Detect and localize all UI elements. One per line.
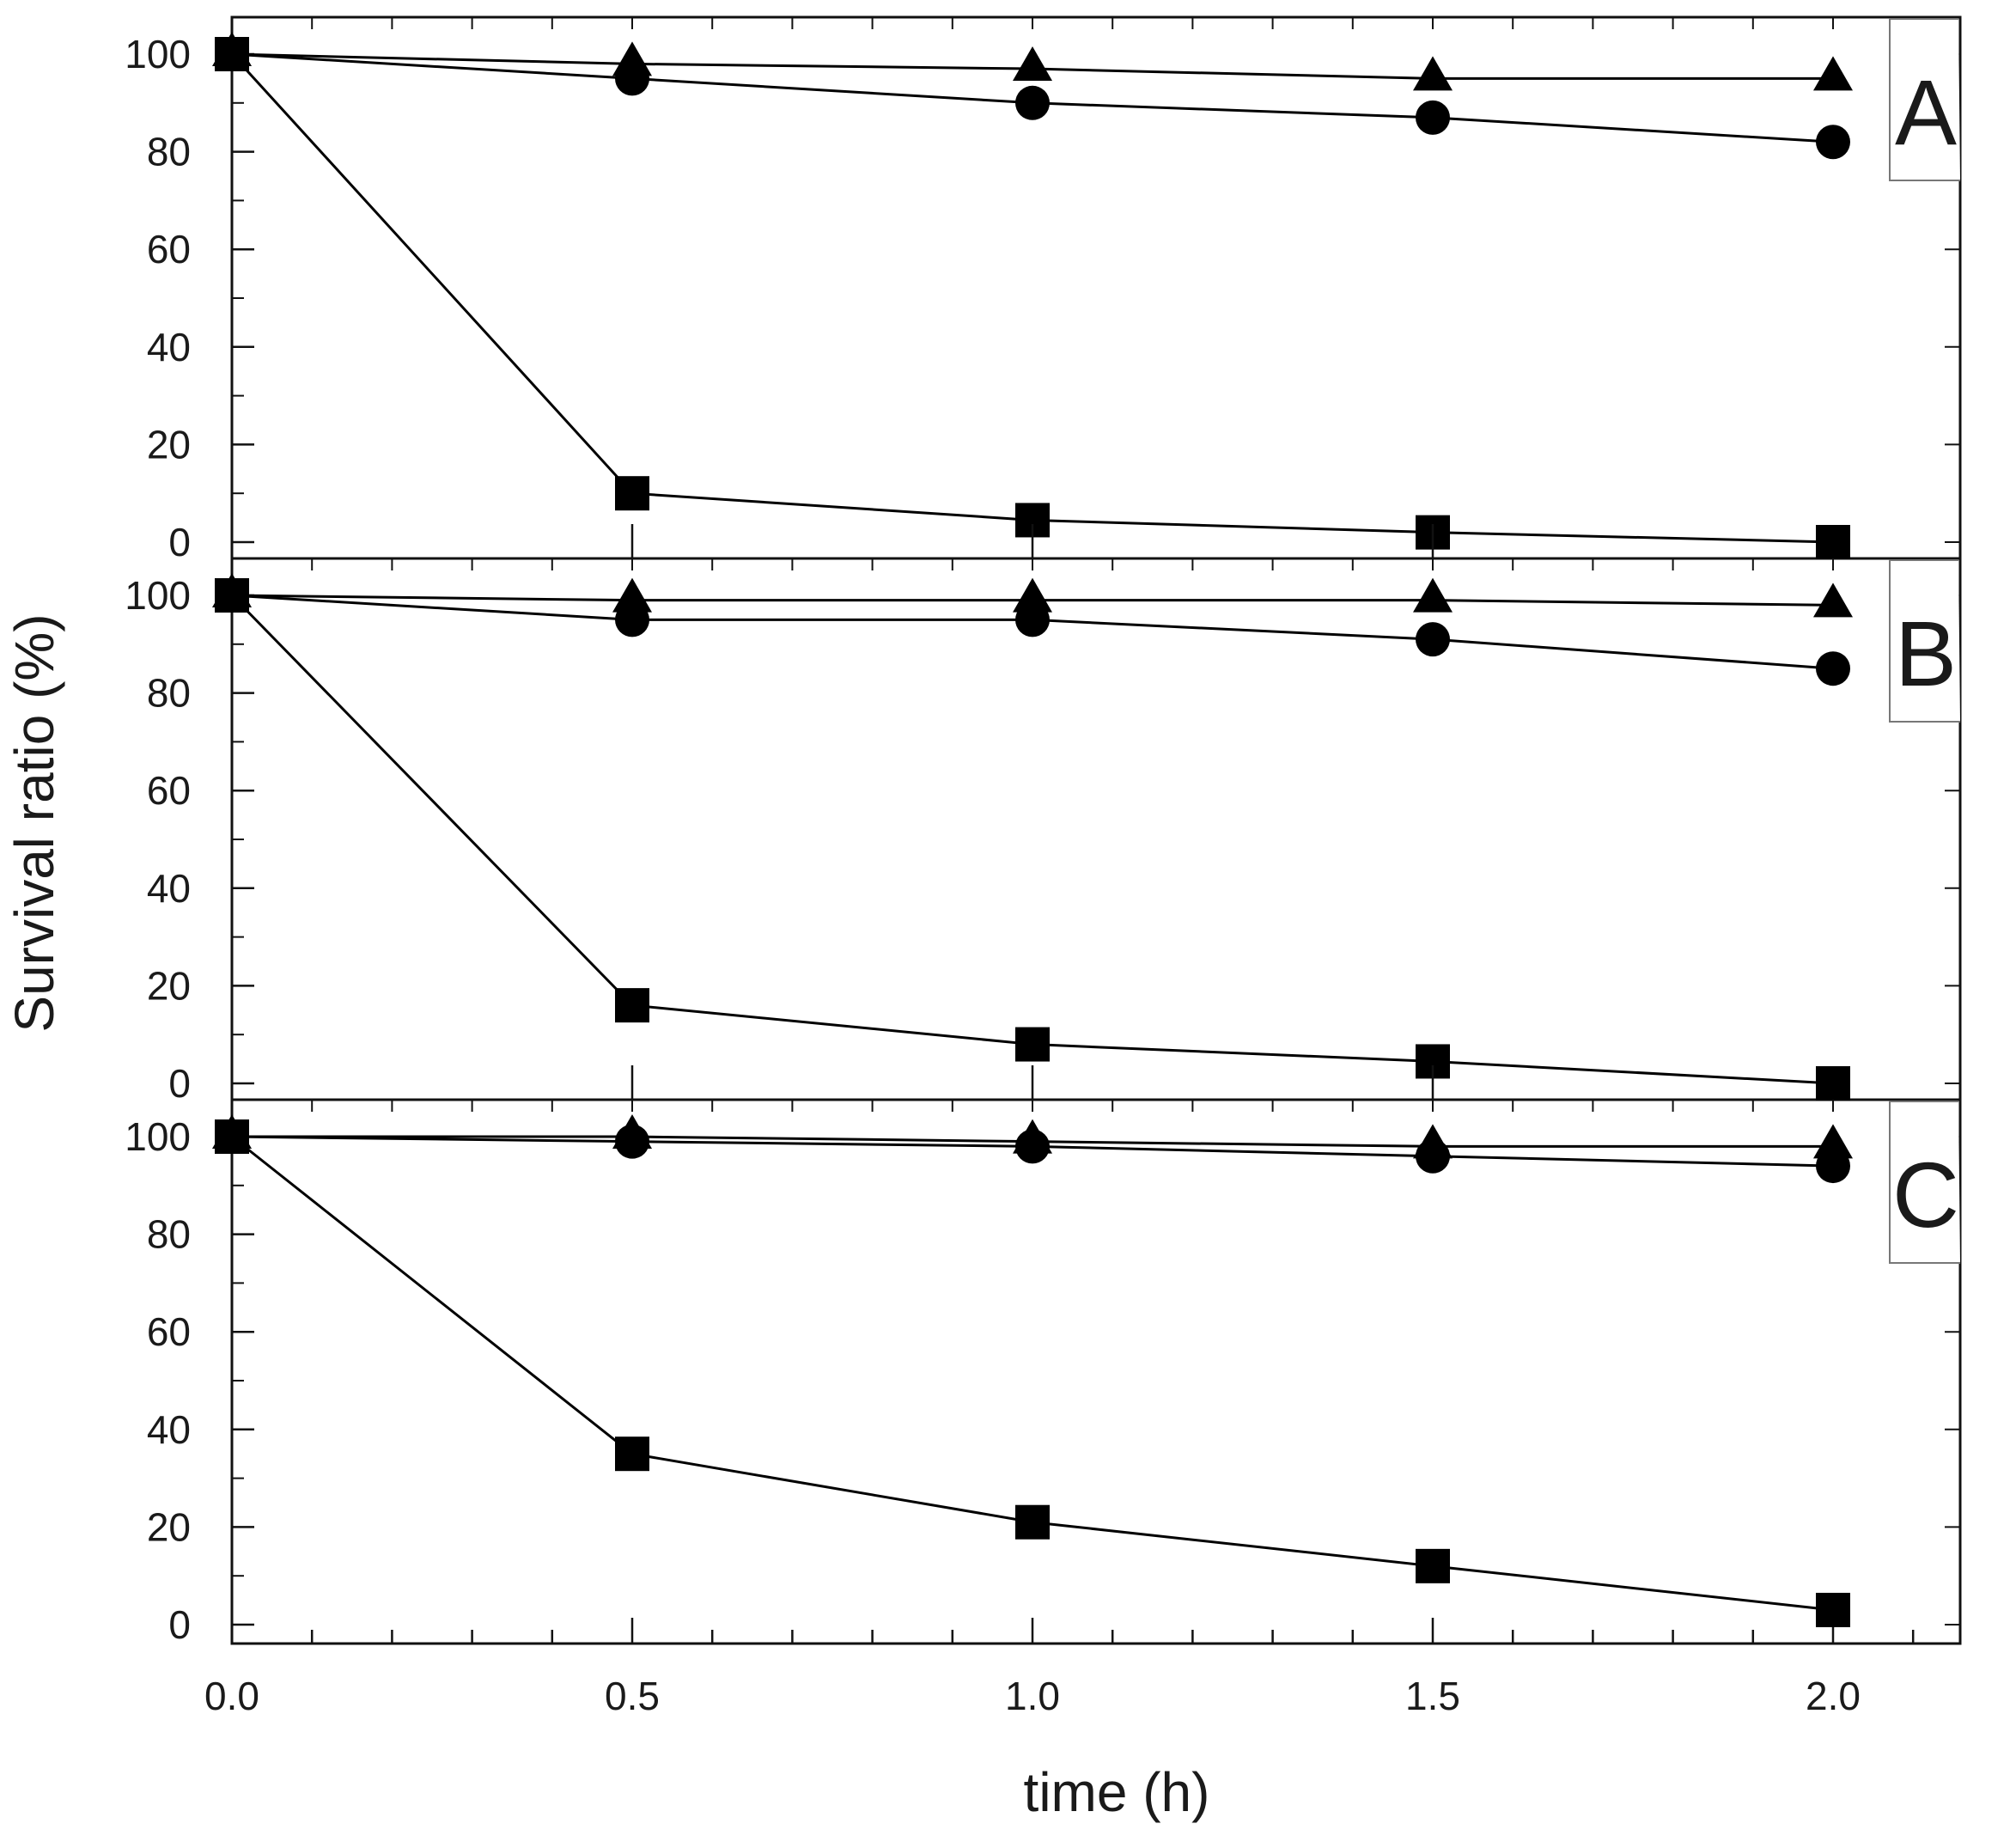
panel-label-box <box>1889 18 1960 181</box>
circle-marker <box>1816 651 1850 686</box>
y-tick-label: 60 <box>147 227 191 271</box>
square-marker <box>215 1119 249 1154</box>
y-tick-label: 100 <box>125 573 191 618</box>
x-tick-label: 0.5 <box>605 1674 660 1718</box>
circle-marker <box>1816 125 1850 160</box>
circle-marker <box>615 61 649 96</box>
y-tick-label: 80 <box>147 130 191 174</box>
circle-marker <box>1015 602 1050 637</box>
y-tick-label: 80 <box>147 1212 191 1257</box>
square-marker <box>215 578 249 613</box>
square-marker <box>1015 1504 1050 1540</box>
triangle-marker <box>1413 577 1453 613</box>
panels-layer: 0.0 0.5 1.0 1.5 2.0 0 20 40 60 80 100 A 0 20 40 60 80 100… <box>125 15 1962 1718</box>
square-marker <box>615 988 649 1023</box>
y-tick-label: 40 <box>147 1407 191 1452</box>
y-tick-label: 80 <box>147 671 191 716</box>
circle-marker <box>615 602 649 637</box>
y-tick-label: 100 <box>125 1114 191 1159</box>
y-tick-label: 40 <box>147 325 191 369</box>
triangle-marker <box>1013 46 1052 82</box>
x-tick-label: 0.0 <box>204 1674 259 1718</box>
circle-marker <box>1416 1138 1450 1174</box>
panel-label: A <box>1895 60 1957 164</box>
y-tick-label: 0 <box>168 520 191 564</box>
series-line-square <box>230 594 1834 1085</box>
y-tick-label: 40 <box>147 866 191 911</box>
y-tick-label: 20 <box>147 963 191 1008</box>
panel-B: 0 20 40 60 80 100 B <box>125 524 1960 1106</box>
triangle-marker <box>612 577 652 613</box>
panel-C: 0 20 40 60 80 100 C <box>125 1065 1960 1647</box>
circle-marker <box>615 1124 649 1159</box>
panel-label: B <box>1895 601 1957 705</box>
y-tick-label: 60 <box>147 1309 191 1354</box>
panel-label-box <box>1889 1101 1960 1264</box>
square-marker <box>1816 1066 1850 1101</box>
y-tick-label: 20 <box>147 422 191 467</box>
triangle-marker <box>1813 1124 1853 1159</box>
x-tick-label: 1.0 <box>1005 1674 1060 1718</box>
plot-frame <box>230 15 1962 1645</box>
panel-A: 0 20 40 60 80 100 A <box>125 17 1960 564</box>
y-tick-label: 60 <box>147 768 191 813</box>
y-tick-label: 0 <box>168 1061 191 1106</box>
panel-label-box <box>1889 559 1960 723</box>
square-marker <box>1816 1592 1850 1627</box>
x-tick-label: 2.0 <box>1806 1674 1861 1718</box>
circle-marker <box>1416 622 1450 657</box>
panel-label: C <box>1892 1143 1959 1247</box>
circle-marker <box>1015 1129 1050 1164</box>
square-marker <box>215 37 249 71</box>
circle-marker <box>1416 100 1450 135</box>
square-marker <box>1416 1548 1450 1583</box>
y-axis-title: Survival ratio (%) <box>3 613 65 1032</box>
triangle-marker <box>1813 56 1853 91</box>
square-marker <box>1816 525 1850 559</box>
circle-marker <box>1015 85 1050 120</box>
x-axis-title: time (h) <box>1024 1761 1210 1823</box>
triangle-marker <box>1013 577 1052 613</box>
triangle-marker <box>1813 582 1853 618</box>
square-marker <box>615 1436 649 1472</box>
circle-marker <box>1816 1149 1850 1184</box>
triangle-marker <box>1413 56 1453 91</box>
x-tick-label: 1.5 <box>1405 1674 1460 1718</box>
square-marker <box>615 476 649 511</box>
y-tick-label: 20 <box>147 1504 191 1549</box>
square-marker <box>1015 1027 1050 1062</box>
y-tick-label: 100 <box>125 32 191 76</box>
y-tick-label: 0 <box>168 1602 191 1647</box>
